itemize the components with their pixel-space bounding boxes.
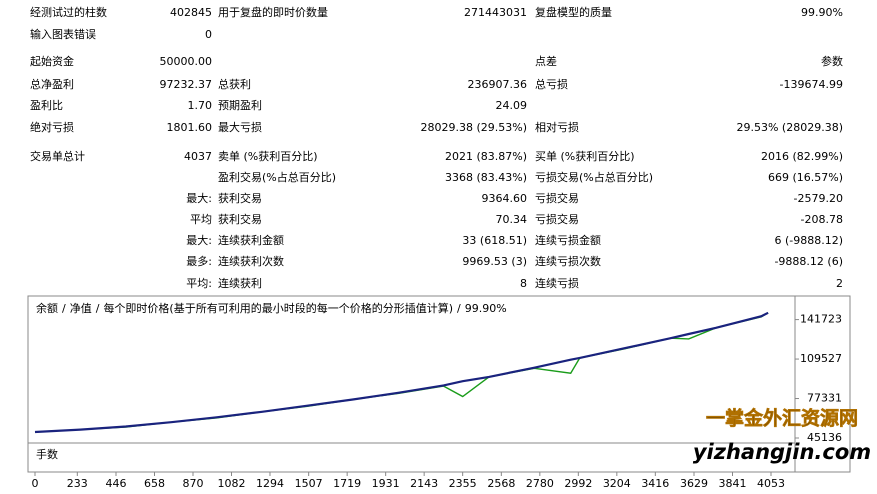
- field-value: 70.34: [496, 213, 528, 226]
- field-value: 8: [520, 277, 527, 290]
- x-tick-label: 1294: [256, 477, 284, 490]
- x-tick-label: 2780: [526, 477, 554, 490]
- volume-label: 手数: [36, 447, 58, 461]
- field-value: -208.78: [801, 213, 843, 226]
- x-tick-label: 2355: [449, 477, 477, 490]
- field-label: 经测试过的柱数: [30, 5, 107, 19]
- x-tick-label: 1507: [295, 477, 323, 490]
- field-value: 50000.00: [160, 55, 213, 68]
- x-tick-label: 2992: [564, 477, 592, 490]
- x-tick-label: 0: [32, 477, 39, 490]
- field-label: 连续获利金额: [218, 233, 284, 247]
- field-label: 连续亏损: [535, 276, 579, 290]
- field-value: 2021 (83.87%): [445, 150, 527, 163]
- field-value: 24.09: [496, 99, 528, 112]
- field-label: 相对亏损: [535, 120, 579, 134]
- x-tick-label: 3841: [719, 477, 747, 490]
- field-label: 盈利比: [30, 99, 63, 112]
- legend-entry: 净值: [70, 301, 92, 315]
- field-value: 平均:: [186, 277, 212, 290]
- y-tick-label: 77331: [807, 392, 842, 405]
- field-value: 最大:: [186, 191, 212, 205]
- y-tick-label: 109527: [800, 352, 842, 365]
- field-value: 29.53% (28029.38): [736, 121, 843, 134]
- x-tick-label: 1931: [372, 477, 400, 490]
- watermark-url: yizhangjin.com: [693, 440, 871, 464]
- field-value: 最多:: [186, 254, 212, 268]
- x-tick-label: 3204: [603, 477, 631, 490]
- field-value: 6 (-9888.12): [774, 234, 843, 247]
- field-label: 复盘模型的质量: [535, 5, 612, 19]
- legend-separator: /: [62, 302, 66, 315]
- field-value: 9969.53 (3): [462, 255, 527, 268]
- field-label: 总获利: [218, 77, 251, 91]
- field-label: 总亏损: [535, 77, 568, 91]
- x-tick-label: 658: [144, 477, 165, 490]
- field-label: 交易单总计: [30, 149, 85, 163]
- field-label: 绝对亏损: [30, 120, 74, 134]
- field-value: 9364.60: [482, 192, 528, 205]
- field-label: 买单 (%获利百分比): [535, 150, 635, 163]
- field-label: 亏损交易: [535, 191, 579, 205]
- field-value: 97232.37: [160, 78, 213, 91]
- field-label: 获利交易: [218, 212, 262, 226]
- x-tick-label: 1082: [217, 477, 245, 490]
- field-label: 连续亏损次数: [535, 254, 601, 268]
- field-value: -9888.12 (6): [774, 255, 843, 268]
- field-value: 669 (16.57%): [768, 171, 843, 184]
- field-label: 盈利交易(%占总百分比): [218, 170, 336, 184]
- x-tick-label: 233: [67, 477, 88, 490]
- watermark-name: 一掌金外汇资源网: [706, 407, 858, 430]
- field-value: 4037: [184, 150, 212, 163]
- field-label: 起始资金: [30, 54, 74, 68]
- x-tick-label: 3416: [641, 477, 669, 490]
- field-label: 连续获利次数: [218, 254, 284, 268]
- field-value: 1.70: [188, 99, 213, 112]
- series-line: [34, 311, 769, 434]
- field-value: 99.90%: [801, 6, 843, 19]
- field-label: 连续亏损金额: [535, 233, 601, 247]
- y-tick-label: 45136: [807, 431, 842, 444]
- chart-title: 每个即时价格(基于所有可利用的最小时段的每一个价格的分形插值计算): [103, 301, 453, 315]
- field-label: 点差: [535, 54, 557, 68]
- x-tick-label: 2143: [410, 477, 438, 490]
- x-tick-label: 2568: [487, 477, 515, 490]
- field-label: 预期盈利: [218, 99, 262, 112]
- field-value: 402845: [170, 6, 212, 19]
- field-label: 总净盈利: [30, 77, 74, 91]
- x-tick-label: 870: [182, 477, 203, 490]
- field-value: 3368 (83.43%): [445, 171, 527, 184]
- field-label: 亏损交易(%占总百分比): [535, 170, 653, 184]
- field-value: 1801.60: [167, 121, 213, 134]
- field-value: 最大:: [186, 233, 212, 247]
- field-label: 卖单 (%获利百分比): [218, 150, 318, 163]
- field-label: 获利交易: [218, 191, 262, 205]
- field-label: 连续获利: [218, 276, 262, 290]
- x-tick-label: 4053: [757, 477, 785, 490]
- field-value: 236907.36: [468, 78, 528, 91]
- field-value: 平均: [190, 213, 212, 226]
- legend-entry: 余额: [36, 301, 58, 315]
- field-value: 2016 (82.99%): [761, 150, 843, 163]
- legend-separator: /: [96, 302, 100, 315]
- chart-subtitle: 99.90%: [465, 302, 507, 315]
- field-value: 2: [836, 277, 843, 290]
- field-label: 输入图表错误: [30, 27, 96, 41]
- legend-separator: /: [457, 302, 461, 315]
- x-tick-label: 3629: [680, 477, 708, 490]
- field-value: 0: [205, 28, 212, 41]
- x-tick-label: 446: [105, 477, 126, 490]
- field-label: 亏损交易: [535, 212, 579, 226]
- field-label: 用于复盘的即时价数量: [218, 5, 328, 19]
- field-value: -139674.99: [780, 78, 843, 91]
- field-value: 271443031: [464, 6, 527, 19]
- field-value: 33 (618.51): [462, 234, 527, 247]
- field-value: -2579.20: [794, 192, 843, 205]
- field-value: 28029.38 (29.53%): [420, 121, 527, 134]
- y-tick-label: 141723: [800, 313, 842, 326]
- field-value: 参数: [821, 54, 843, 68]
- x-tick-label: 1719: [333, 477, 361, 490]
- field-label: 最大亏损: [218, 120, 262, 134]
